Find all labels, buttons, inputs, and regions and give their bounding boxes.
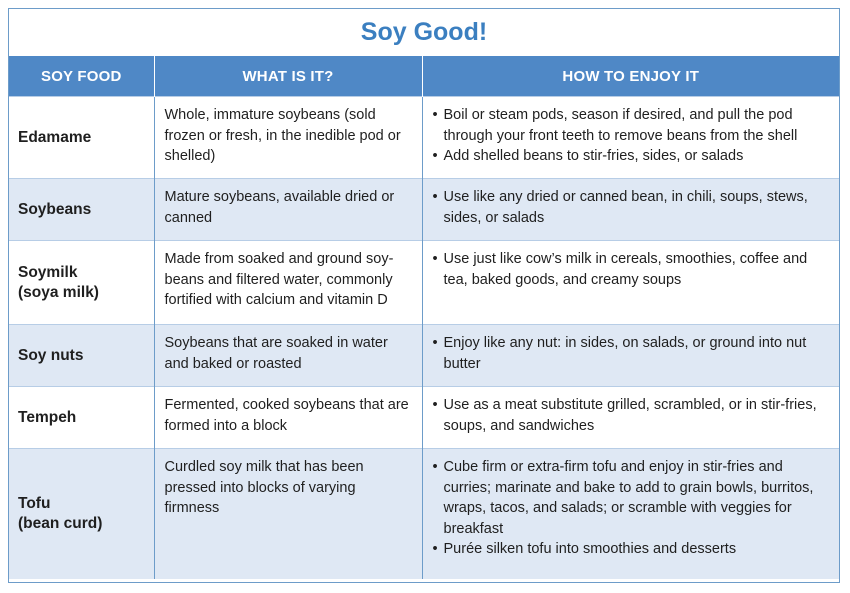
list-item: • Purée silken tofu into smoothies and de…: [433, 539, 830, 560]
bullet-icon: •: [432, 148, 438, 164]
food-name-line: Tempeh: [18, 408, 77, 426]
table-row: Edamame Whole, immature soybeans (sold f…: [9, 96, 839, 179]
enjoy-text: Use like any dried or canned bean, in ch…: [443, 189, 808, 226]
bullet-icon: •: [432, 335, 438, 351]
enjoy-text: Purée silken tofu into smoothies and des…: [443, 541, 737, 557]
table-row: Tofu (bean curd) Curdled soy milk that h…: [9, 448, 839, 579]
table-row: Soymilk (soya milk) Made from soaked and…: [9, 240, 839, 325]
enjoy-cell: • Use just like cow’s milk in cereals, sm…: [421, 240, 839, 325]
food-name: Soy nuts: [9, 324, 154, 387]
food-name: Soybeans: [9, 178, 154, 241]
header-what-is-it: WHAT IS IT?: [153, 56, 422, 97]
bullet-icon: •: [432, 107, 438, 123]
food-name: Tofu (bean curd): [9, 448, 154, 579]
food-alt-name: (bean curd): [18, 515, 103, 533]
food-description: Fermented, cooked soybeans that are form…: [153, 386, 422, 449]
bullet-icon: •: [432, 541, 438, 557]
food-name: Tempeh: [9, 386, 154, 449]
enjoy-text: Use as a meat substitute grilled, scramb…: [443, 397, 817, 434]
list-item: • Use like any dried or canned bean, in c…: [433, 187, 830, 228]
enjoy-list: • Enjoy like any nut: in sides, on salads…: [433, 333, 830, 374]
bullet-icon: •: [432, 189, 438, 205]
enjoy-cell: • Cube firm or extra-firm tofu and enjoy …: [421, 448, 839, 579]
list-item: • Enjoy like any nut: in sides, on salads…: [433, 333, 830, 374]
header-row: SOY FOOD WHAT IS IT? HOW TO ENJOY IT: [9, 56, 839, 97]
food-description: Mature soybeans, available dried or cann…: [153, 178, 422, 241]
enjoy-text: Boil or steam pods, season if desired, a…: [443, 107, 798, 144]
bullet-icon: •: [432, 459, 438, 475]
food-name-line: Soymilk: [18, 263, 78, 281]
food-name: Soymilk (soya milk): [9, 240, 154, 325]
table-row: Tempeh Fermented, cooked soybeans that a…: [9, 386, 839, 449]
enjoy-list: • Use just like cow’s milk in cereals, sm…: [433, 249, 830, 290]
table-row: Soy nuts Soybeans that are soaked in wat…: [9, 324, 839, 387]
food-alt-name: (soya milk): [18, 284, 99, 301]
food-name-line: Edamame: [18, 128, 92, 146]
enjoy-list: • Use like any dried or canned bean, in c…: [433, 187, 830, 228]
enjoy-text: Add shelled beans to stir-fries, sides, …: [443, 148, 744, 164]
food-name-line: Soybeans: [18, 200, 92, 218]
enjoy-list: • Boil or steam pods, season if desired, …: [433, 105, 830, 167]
food-description: Curdled soy milk that has been pressed i…: [153, 448, 422, 579]
list-item: • Boil or steam pods, season if desired, …: [433, 105, 830, 146]
enjoy-text: Cube firm or extra-firm tofu and enjoy i…: [443, 459, 814, 537]
list-item: • Add shelled beans to stir-fries, sides,…: [433, 146, 830, 167]
enjoy-list: • Cube firm or extra-firm tofu and enjoy …: [433, 457, 830, 560]
list-item: • Cube firm or extra-firm tofu and enjoy …: [433, 457, 830, 539]
enjoy-cell: • Boil or steam pods, season if desired, …: [421, 96, 839, 179]
header-soy-food: SOY FOOD: [9, 56, 154, 97]
enjoy-cell: • Enjoy like any nut: in sides, on salads…: [421, 324, 839, 387]
bullet-icon: •: [432, 397, 438, 413]
table-row: Soybeans Mature soybeans, available drie…: [9, 178, 839, 241]
list-item: • Use just like cow’s milk in cereals, sm…: [433, 249, 830, 290]
soy-table-frame: Soy Good! SOY FOOD WHAT IS IT? HOW TO EN…: [8, 8, 840, 583]
food-name: Edamame: [9, 96, 154, 179]
enjoy-text: Enjoy like any nut: in sides, on salads,…: [443, 335, 807, 372]
soy-foods-table: SOY FOOD WHAT IS IT? HOW TO ENJOY IT Eda…: [9, 56, 839, 579]
food-description: Soybeans that are soaked in water and ba…: [153, 324, 422, 387]
food-name-line: Tofu: [18, 494, 51, 512]
list-item: • Use as a meat substitute grilled, scram…: [433, 395, 830, 436]
food-description: Whole, immature soybeans (sold frozen or…: [153, 96, 422, 179]
table-title: Soy Good!: [9, 9, 839, 56]
enjoy-list: • Use as a meat substitute grilled, scram…: [433, 395, 830, 436]
enjoy-text: Use just like cow’s milk in cereals, smo…: [443, 251, 808, 288]
food-name-line: Soy nuts: [18, 346, 84, 364]
enjoy-cell: • Use like any dried or canned bean, in c…: [421, 178, 839, 241]
header-how-to-enjoy: HOW TO ENJOY IT: [421, 56, 839, 97]
enjoy-cell: • Use as a meat substitute grilled, scram…: [421, 386, 839, 449]
bullet-icon: •: [432, 251, 438, 267]
food-description: Made from soaked and ground soy-beans an…: [153, 240, 422, 325]
